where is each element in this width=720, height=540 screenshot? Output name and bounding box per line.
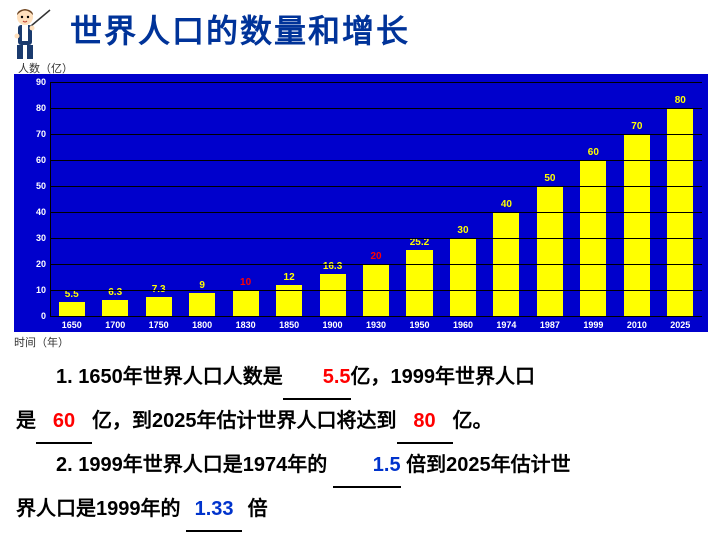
- bar: [233, 290, 259, 316]
- bar-column: 301960: [441, 82, 484, 316]
- y-tick-label: 20: [18, 259, 46, 269]
- q2-text-3a: 界人口是1999年的: [16, 498, 181, 520]
- bar-column: 702010: [615, 82, 658, 316]
- page-title: 世界人口的数量和增长: [70, 6, 410, 52]
- q1-text-3b: 亿，到2025年估计世界人口将达到: [92, 410, 397, 432]
- bar-value-label: 60: [572, 147, 615, 158]
- bar: [406, 250, 432, 316]
- bar-value-label: 6.3: [93, 287, 136, 298]
- x-tick-label: 1950: [398, 320, 441, 330]
- header: 世界人口的数量和增长: [0, 0, 720, 60]
- q1-text-2: 亿，1999年世界人口: [351, 366, 536, 388]
- x-tick-label: 1830: [224, 320, 267, 330]
- y-tick-label: 40: [18, 207, 46, 217]
- question-2-line-1: 2. 1999年世界人口是1974年的 1.5 倍到2025年估计世: [16, 444, 720, 488]
- bar-column: 6.31700: [93, 82, 136, 316]
- x-tick-label: 1750: [137, 320, 180, 330]
- bar-value-label: 16.3: [311, 261, 354, 272]
- y-tick-label: 0: [18, 311, 46, 321]
- question-1-line-1: 1. 1650年世界人口人数是 5.5亿，1999年世界人口: [16, 356, 720, 400]
- bar-chart: 5.516506.317007.317509180010183012185016…: [14, 74, 708, 332]
- bar-column: 91800: [180, 82, 223, 316]
- bar-column: 101830: [224, 82, 267, 316]
- gridline: [50, 212, 702, 213]
- answer-60: 60: [53, 410, 75, 432]
- q1-text-3a: 是: [16, 410, 36, 432]
- x-tick-label: 1974: [485, 320, 528, 330]
- gridline: [50, 108, 702, 109]
- gridline: [50, 160, 702, 161]
- y-tick-label: 50: [18, 181, 46, 191]
- answer-80: 80: [413, 410, 435, 432]
- x-tick-label: 1850: [267, 320, 310, 330]
- q1-text-1: 1. 1650年世界人口人数是: [56, 366, 283, 388]
- q1-text-4: 亿。: [453, 410, 493, 432]
- y-tick-label: 90: [18, 77, 46, 87]
- x-tick-label: 1650: [50, 320, 93, 330]
- bar: [537, 186, 563, 316]
- y-tick-label: 30: [18, 233, 46, 243]
- q2-text-3b: 倍: [242, 498, 268, 520]
- bar: [146, 297, 172, 316]
- y-tick-label: 60: [18, 155, 46, 165]
- x-tick-label: 1900: [311, 320, 354, 330]
- bar-value-label: 25.2: [398, 237, 441, 248]
- question-1-line-2: 是 60 亿，到2025年估计世界人口将达到 80 亿。: [16, 400, 720, 444]
- bar-column: 121850: [267, 82, 310, 316]
- bar-column: 201930: [354, 82, 397, 316]
- bar-value-label: 30: [441, 225, 484, 236]
- bar-value-label: 40: [485, 199, 528, 210]
- x-tick-label: 1800: [180, 320, 223, 330]
- bar-value-label: 12: [267, 272, 310, 283]
- bar: [624, 134, 650, 316]
- q2-text-2: 倍到2025年估计世: [401, 454, 571, 476]
- gridline: [50, 264, 702, 265]
- bar: [320, 274, 346, 316]
- question-2-line-2: 界人口是1999年的 1.33 倍: [16, 488, 720, 532]
- x-tick-label: 1987: [528, 320, 571, 330]
- bar-value-label: 10: [224, 277, 267, 288]
- gridline: [50, 290, 702, 291]
- bar-column: 25.21950: [398, 82, 441, 316]
- teacher-icon: [8, 6, 52, 60]
- x-tick-label: 2010: [615, 320, 658, 330]
- x-tick-label: 1960: [441, 320, 484, 330]
- bar: [189, 293, 215, 316]
- x-tick-label: 2025: [659, 320, 702, 330]
- gridline: [50, 134, 702, 135]
- bar: [59, 302, 85, 316]
- bar-value-label: 20: [354, 251, 397, 262]
- answer-5-5: 5.5: [323, 366, 351, 388]
- bar-value-label: 70: [615, 121, 658, 132]
- x-tick-label: 1930: [354, 320, 397, 330]
- bar-column: 401974: [485, 82, 528, 316]
- y-tick-label: 80: [18, 103, 46, 113]
- bar: [450, 238, 476, 316]
- questions: 1. 1650年世界人口人数是 5.5亿，1999年世界人口 是 60 亿，到2025…: [16, 356, 720, 532]
- bar-value-label: 9: [180, 280, 223, 291]
- bar-column: 16.31900: [311, 82, 354, 316]
- bar-column: 7.31750: [137, 82, 180, 316]
- gridline: [50, 316, 702, 317]
- q2-text-1: 2. 1999年世界人口是1974年的: [56, 454, 327, 476]
- x-tick-label: 1700: [93, 320, 136, 330]
- bar-value-label: 50: [528, 173, 571, 184]
- x-tick-label: 1999: [572, 320, 615, 330]
- bar-column: 601999: [572, 82, 615, 316]
- bar-column: 5.51650: [50, 82, 93, 316]
- bar-value-label: 80: [659, 95, 702, 106]
- x-axis-label: 时间（年）: [14, 334, 69, 350]
- bar-column: 501987: [528, 82, 571, 316]
- bar: [102, 300, 128, 316]
- gridline: [50, 186, 702, 187]
- y-tick-label: 10: [18, 285, 46, 295]
- answer-1-33: 1.33: [195, 498, 234, 520]
- y-tick-label: 70: [18, 129, 46, 139]
- gridline: [50, 82, 702, 83]
- bars-container: 5.516506.317007.317509180010183012185016…: [50, 82, 702, 316]
- gridline: [50, 238, 702, 239]
- bar-column: 802025: [659, 82, 702, 316]
- answer-1-5: 1.5: [373, 454, 401, 476]
